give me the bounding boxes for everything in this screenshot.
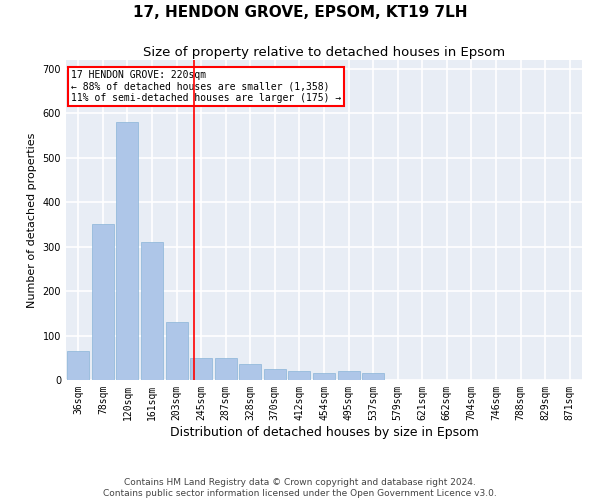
Bar <box>264 369 286 380</box>
Text: 17 HENDON GROVE: 220sqm
← 88% of detached houses are smaller (1,358)
11% of semi: 17 HENDON GROVE: 220sqm ← 88% of detache… <box>71 70 341 103</box>
Text: 17, HENDON GROVE, EPSOM, KT19 7LH: 17, HENDON GROVE, EPSOM, KT19 7LH <box>133 5 467 20</box>
Bar <box>166 322 188 380</box>
Bar <box>67 351 89 380</box>
Title: Size of property relative to detached houses in Epsom: Size of property relative to detached ho… <box>143 46 505 59</box>
Text: Contains HM Land Registry data © Crown copyright and database right 2024.
Contai: Contains HM Land Registry data © Crown c… <box>103 478 497 498</box>
Bar <box>190 358 212 380</box>
X-axis label: Distribution of detached houses by size in Epsom: Distribution of detached houses by size … <box>170 426 478 438</box>
Bar <box>239 364 262 380</box>
Bar <box>338 371 359 380</box>
Bar <box>141 242 163 380</box>
Bar <box>92 224 114 380</box>
Bar <box>313 374 335 380</box>
Bar <box>215 358 237 380</box>
Bar <box>289 371 310 380</box>
Bar <box>362 374 384 380</box>
Bar <box>116 122 139 380</box>
Y-axis label: Number of detached properties: Number of detached properties <box>27 132 37 308</box>
